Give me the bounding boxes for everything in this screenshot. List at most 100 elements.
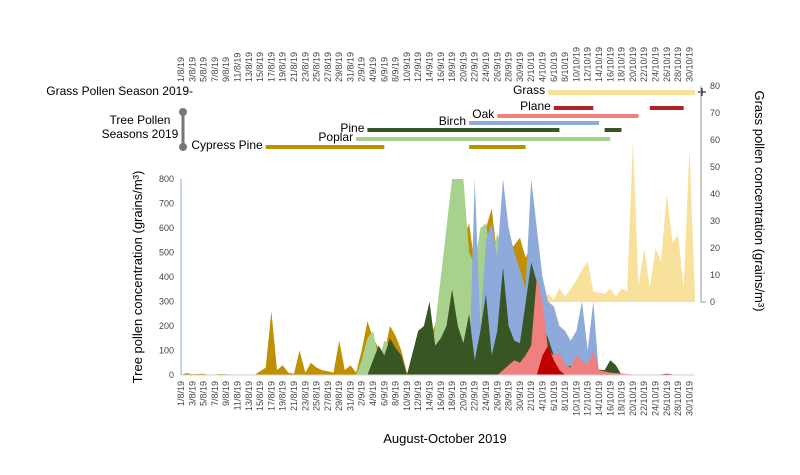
x-tick-label-bottom: 10/9/19 — [402, 381, 412, 411]
y-left-tick-label: 700 — [159, 199, 174, 209]
x-tick-label-bottom: 1/8/19 — [176, 381, 186, 406]
season-label-grass: Grass — [513, 83, 545, 97]
x-tick-label-top: 19/8/19 — [278, 52, 288, 82]
x-axis-title: August-October 2019 — [383, 431, 507, 446]
y-right-tick-label: 0 — [710, 297, 715, 307]
x-tick-label-bottom: 21/8/19 — [289, 381, 299, 411]
x-tick-label-bottom: 31/8/19 — [346, 381, 356, 411]
x-tick-label-bottom: 24/10/19 — [651, 381, 661, 416]
x-tick-label-top: 16/10/19 — [605, 47, 615, 82]
x-tick-label-bottom: 7/8/19 — [210, 381, 220, 406]
x-tick-label-top: 8/9/19 — [391, 57, 401, 82]
season-label-oak: Oak — [472, 107, 495, 121]
season-bar-plane — [649, 106, 684, 110]
x-tick-label-top: 4/9/19 — [368, 57, 378, 82]
y-left-tick-label: 500 — [159, 248, 174, 258]
series-area-grass — [542, 140, 695, 302]
x-tick-label-top: 3/8/19 — [187, 57, 197, 82]
x-tick-label-top: 31/8/19 — [346, 52, 356, 82]
y-left-tick-label: 0 — [169, 370, 174, 380]
season-bar-plane — [553, 106, 594, 110]
x-tick-label-bottom: 3/8/19 — [187, 381, 197, 406]
x-tick-label-bottom: 17/8/19 — [266, 381, 276, 411]
x-tick-label-top: 15/8/19 — [255, 52, 265, 82]
x-tick-label-top: 22/10/19 — [639, 47, 649, 82]
x-tick-label-top: 30/9/19 — [515, 52, 525, 82]
x-tick-label-top: 12/9/19 — [413, 52, 423, 82]
x-tick-label-top: 28/10/19 — [673, 47, 683, 82]
season-bar-cypress-pine — [469, 145, 526, 149]
x-tick-label-top: 10/9/19 — [402, 52, 412, 82]
x-tick-label-top: 30/10/19 — [684, 47, 694, 82]
x-tick-label-top: 6/9/19 — [379, 57, 389, 82]
x-tick-label-bottom: 28/9/19 — [504, 381, 514, 411]
y-axis-left-title: Tree pollen concentration (grains/m³) — [130, 171, 145, 384]
season-bar-pine — [604, 128, 622, 132]
x-tick-label-bottom: 22/10/19 — [639, 381, 649, 416]
season-headers: Grass Pollen Season 2019- Tree Pollen Se… — [46, 84, 193, 151]
x-tick-label-top: 29/8/19 — [334, 52, 344, 82]
y-left-tick-label: 100 — [159, 346, 174, 356]
y-left-tick-label: 800 — [159, 174, 174, 184]
x-tick-label-top: 20/10/19 — [628, 47, 638, 82]
y-left-tick-label: 600 — [159, 223, 174, 233]
y-left-tick-label: 400 — [159, 272, 174, 282]
x-tick-label-top: 14/10/19 — [594, 47, 604, 82]
season-bar-oak — [497, 114, 639, 118]
x-tick-label-bottom: 26/9/19 — [492, 381, 502, 411]
series-area-plane — [536, 345, 679, 375]
axes: 0 100 200 300 400 500 600 700 800 0 10 20 30 40 50 60 70… — [159, 47, 720, 416]
y-right-tick-label: 50 — [710, 162, 720, 172]
x-tick-label-top: 17/8/19 — [266, 52, 276, 82]
y-right-tick-label: 80 — [710, 81, 720, 91]
x-tick-label-bottom: 15/8/19 — [255, 381, 265, 411]
series-area-poplar — [356, 179, 611, 375]
y-right-tick-label: 40 — [710, 189, 720, 199]
x-tick-label-top: 25/8/19 — [312, 52, 322, 82]
plot-area — [181, 140, 695, 375]
y-left-tick-label: 200 — [159, 321, 174, 331]
tree-season-header-line2: Seasons 2019 — [102, 127, 179, 141]
x-tick-label-bottom: 24/9/19 — [481, 381, 491, 411]
x-tick-label-top: 24/10/19 — [651, 47, 661, 82]
season-bar-pine — [367, 128, 560, 132]
x-tick-label-bottom: 30/9/19 — [515, 381, 525, 411]
x-tick-label-bottom: 8/10/19 — [560, 381, 570, 411]
x-tick-label-bottom: 25/8/19 — [312, 381, 322, 411]
x-tick-label-bottom: 9/8/19 — [221, 381, 231, 406]
x-tick-label-top: 13/8/19 — [244, 52, 254, 82]
x-tick-label-bottom: 12/10/19 — [583, 381, 593, 416]
x-tick-label-bottom: 27/8/19 — [323, 381, 333, 411]
x-tick-label-top: 14/9/19 — [425, 52, 435, 82]
season-bar-grass — [548, 90, 695, 95]
x-tick-label-top: 2/10/19 — [526, 52, 536, 82]
x-tick-label-bottom: 28/10/19 — [673, 381, 683, 416]
x-tick-label-bottom: 16/10/19 — [605, 381, 615, 416]
season-bar-cypress-pine — [265, 145, 385, 149]
x-tick-label-bottom: 6/9/19 — [379, 381, 389, 406]
x-tick-label-top: 20/9/19 — [458, 52, 468, 82]
y-right-tick-label: 10 — [710, 270, 720, 280]
x-tick-label-top: 18/10/19 — [617, 47, 627, 82]
tree-season-bracket-bottom — [179, 143, 187, 151]
x-tick-label-top: 24/9/19 — [481, 52, 491, 82]
x-tick-label-top: 12/10/19 — [583, 47, 593, 82]
x-tick-label-top: 4/10/19 — [538, 52, 548, 82]
x-tick-label-bottom: 18/9/19 — [447, 381, 457, 411]
x-tick-label-top: 9/8/19 — [221, 57, 231, 82]
x-tick-label-bottom: 4/10/19 — [538, 381, 548, 411]
x-tick-label-bottom: 13/8/19 — [244, 381, 254, 411]
tree-season-header-line1: Tree Pollen — [110, 113, 171, 127]
x-tick-label-top: 5/8/19 — [199, 57, 209, 82]
y-left-tick-label: 300 — [159, 297, 174, 307]
y-right-tick-label: 30 — [710, 216, 720, 226]
x-tick-label-bottom: 6/10/19 — [549, 381, 559, 411]
x-tick-label-bottom: 14/9/19 — [425, 381, 435, 411]
x-tick-label-top: 8/10/19 — [560, 52, 570, 82]
grass-season-header: Grass Pollen Season 2019- — [46, 84, 193, 98]
series-area-pine — [367, 262, 622, 375]
x-tick-label-bottom: 2/10/19 — [526, 381, 536, 411]
x-tick-label-bottom: 5/8/19 — [199, 381, 209, 406]
